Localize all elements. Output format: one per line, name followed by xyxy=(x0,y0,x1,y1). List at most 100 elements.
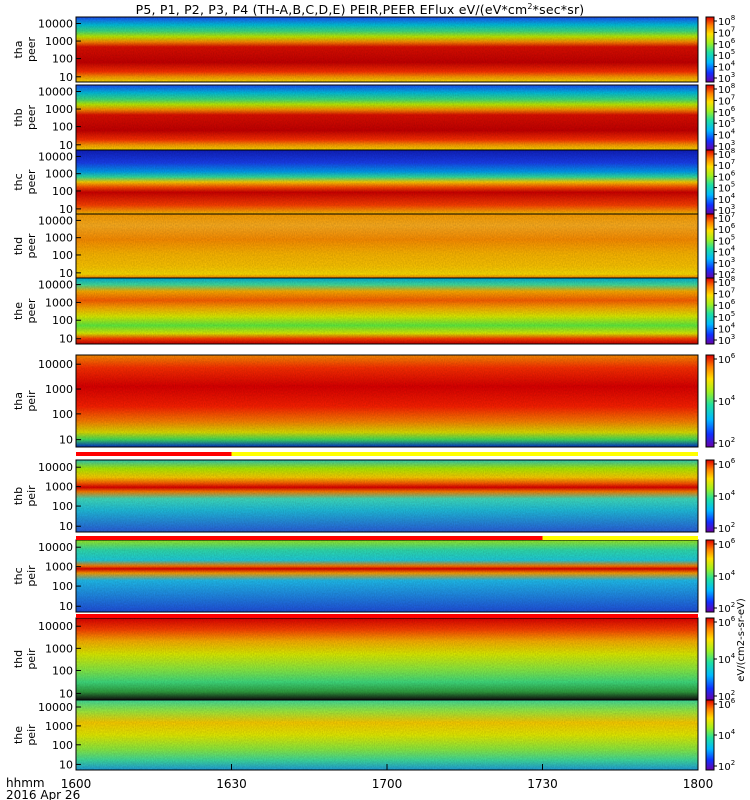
y-tick-label: 100 xyxy=(52,121,73,134)
y-tick-label: 10000 xyxy=(38,461,73,474)
colorbar-tick-label: 107 xyxy=(718,25,735,39)
colorbar-tick-label: 105 xyxy=(718,310,735,324)
y-tick-label: 10 xyxy=(59,267,73,280)
colorbar-tick-label: 107 xyxy=(718,211,735,225)
panel-thd-peir: 10000 1000 100 10 thdpeir 106 104 102 xyxy=(12,615,736,703)
spectrogram-texture xyxy=(76,460,698,532)
y-tick-label: 10 xyxy=(59,600,73,613)
colorbar-tick-label: 104 xyxy=(718,128,736,142)
colorbar-tick-label: 108 xyxy=(718,147,735,161)
y-tick-label: 100 xyxy=(52,408,73,421)
colorbar-tick-label: 106 xyxy=(718,222,736,236)
y-tick-label: 10000 xyxy=(38,214,73,227)
spectrogram-texture xyxy=(76,85,698,150)
colorbar-thd-peir xyxy=(705,617,715,701)
colorbar-tick-label: 106 xyxy=(718,352,736,366)
colorbar-tick-label: 104 xyxy=(718,321,736,335)
colorbar-tick-label: 104 xyxy=(718,394,736,408)
mode-bar-red xyxy=(76,614,698,618)
colorbar-tick-label: 102 xyxy=(718,601,735,615)
colorbar-tick-label: 105 xyxy=(718,233,735,247)
colorbar-tick-label: 106 xyxy=(718,537,736,551)
panel-label: thdpeer xyxy=(12,233,38,259)
colorbar-the-peer xyxy=(705,277,715,345)
spectrogram-texture xyxy=(76,355,698,447)
colorbar-tick-label: 107 xyxy=(718,158,735,172)
panel-label: thapeir xyxy=(12,390,38,412)
colorbar-the-peir xyxy=(705,699,715,771)
y-tick-label: 10 xyxy=(59,434,73,447)
panel-label: thdpeir xyxy=(12,648,38,670)
colorbar-unit-label: eV/(cm2-s-sr-eV) xyxy=(736,598,747,682)
y-tick-label: 10000 xyxy=(38,279,73,292)
y-tick-label: 10000 xyxy=(38,150,73,163)
colorbar-tick-label: 103 xyxy=(718,139,735,153)
colorbar-tick-label: 108 xyxy=(718,82,735,96)
y-tick-label: 10000 xyxy=(38,86,73,99)
y-tick-label: 1000 xyxy=(45,296,73,309)
panel-label: thapeer xyxy=(12,37,38,63)
panel-tha-peir: 10000 1000 100 10 thapeir 106 104 102 xyxy=(12,352,736,450)
colorbar-tick-label: 103 xyxy=(718,256,735,270)
panel-frame xyxy=(75,16,699,83)
colorbar-tick-label: 104 xyxy=(718,60,736,74)
y-tick-label: 100 xyxy=(52,185,73,198)
colorbar-tick-label: 102 xyxy=(718,521,735,535)
y-tick-label: 100 xyxy=(52,580,73,593)
y-tick-label: 10000 xyxy=(38,620,73,633)
panel-frame xyxy=(75,459,699,533)
x-tick-label: 1700 xyxy=(372,777,403,791)
colorbar-tick-label: 107 xyxy=(718,93,735,107)
colorbar-tha-peir xyxy=(705,354,715,448)
panel-label: thepeer xyxy=(12,298,38,324)
x-tick-label: 1600 xyxy=(61,777,92,791)
colorbar-tick-label: 106 xyxy=(718,697,736,711)
y-tick-label: 10 xyxy=(59,687,73,700)
colorbar-tick-label: 104 xyxy=(718,728,736,742)
x-tick-label: 1630 xyxy=(216,777,247,791)
y-tick-label: 1000 xyxy=(45,103,73,116)
colorbar-tick-label: 106 xyxy=(718,298,736,312)
colorbar-tha-peer xyxy=(705,16,715,83)
colorbar-tick-label: 106 xyxy=(718,615,736,629)
panel-label: thcpeer xyxy=(12,169,38,195)
spectrogram-texture xyxy=(76,17,698,82)
colorbar-thb-peir xyxy=(705,459,715,533)
x-tick-label: 1800 xyxy=(683,777,714,791)
y-tick-label: 1000 xyxy=(45,561,73,574)
spectrogram-texture xyxy=(76,214,698,278)
panel-label: thcpeir xyxy=(12,565,38,587)
y-tick-label: 1000 xyxy=(45,168,73,181)
y-tick-label: 100 xyxy=(52,500,73,513)
spectrogram-texture xyxy=(76,618,698,700)
mode-bar-yellow xyxy=(76,452,698,456)
colorbar-tick-label: 105 xyxy=(718,181,735,195)
y-tick-label: 10 xyxy=(59,333,73,346)
colorbar-tick-label: 104 xyxy=(718,569,736,583)
y-tick-label: 10000 xyxy=(38,18,73,31)
y-tick-label: 1000 xyxy=(45,383,73,396)
colorbar-tick-label: 104 xyxy=(718,652,736,666)
x-tick-label: 1730 xyxy=(527,777,558,791)
y-tick-label: 1000 xyxy=(45,35,73,48)
spectrogram-texture xyxy=(76,700,698,770)
colorbar-tick-label: 103 xyxy=(718,71,735,85)
y-tick-label: 10000 xyxy=(38,358,73,371)
y-tick-label: 10 xyxy=(59,520,73,533)
colorbar-tick-label: 103 xyxy=(718,203,735,217)
chart-title: P5, P1, P2, P3, P4 (TH-A,B,C,D,E) PEIR,P… xyxy=(135,2,585,18)
colorbar-tick-label: 104 xyxy=(718,489,736,503)
y-tick-label: 10000 xyxy=(38,541,73,554)
mode-bar-red xyxy=(76,452,232,456)
colorbar-tick-label: 107 xyxy=(718,287,735,301)
panel-label: thbpeir xyxy=(12,485,38,507)
y-tick-label: 10000 xyxy=(38,701,73,714)
panel-label: thepeir xyxy=(12,724,38,746)
colorbar-tick-label: 105 xyxy=(718,116,735,130)
colorbar-tick-label: 106 xyxy=(718,457,736,471)
colorbar-thd-peer xyxy=(705,213,715,279)
